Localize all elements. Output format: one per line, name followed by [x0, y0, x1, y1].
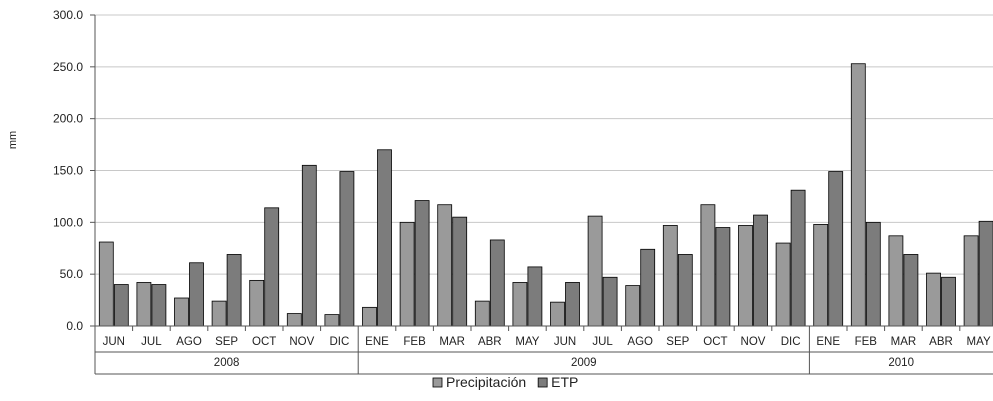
bar-precipitacion	[362, 306, 377, 327]
bar-etp	[941, 276, 956, 327]
bars	[98, 63, 993, 327]
bar-etp	[640, 248, 656, 327]
bar-etp	[301, 164, 317, 327]
bar-precipitacion	[437, 204, 453, 327]
bar-precipitacion	[550, 301, 565, 327]
month-label: SEP	[666, 336, 689, 348]
y-tick-label: 100.0	[53, 215, 83, 229]
y-tick-label: 300.0	[53, 8, 83, 22]
bar-etp	[903, 254, 919, 327]
month-label: FEB	[403, 336, 426, 348]
bar-precipitacion	[174, 297, 189, 327]
gridlines	[95, 14, 993, 275]
month-label: ABR	[929, 336, 953, 348]
bar-precipitacion	[963, 235, 979, 327]
bar-etp	[264, 207, 280, 327]
month-label: ENE	[365, 336, 389, 348]
bar-precipitacion	[286, 313, 302, 327]
bar-precipitacion	[738, 225, 753, 327]
month-label: OCT	[703, 336, 727, 348]
month-label: DIC	[781, 336, 801, 348]
y-tick-label: 150.0	[53, 164, 83, 178]
y-tick-label: 250.0	[53, 60, 83, 74]
bar-etp	[715, 227, 731, 327]
month-label: NOV	[741, 336, 766, 348]
month-label: JUL	[141, 336, 162, 348]
month-label: AGO	[176, 336, 202, 348]
year-label: 2010	[888, 357, 914, 369]
bar-precipitacion	[888, 235, 904, 327]
bar-precipitacion	[98, 241, 114, 327]
bar-etp	[489, 239, 505, 327]
bar-precipitacion	[136, 282, 152, 327]
y-tick-label: 0.0	[66, 319, 83, 333]
year-label: 2008	[214, 357, 240, 369]
bar-etp	[189, 262, 204, 327]
bar-etp	[565, 282, 580, 327]
bar-etp	[527, 266, 543, 327]
legend-label: Precipitación	[446, 374, 526, 390]
bar-precipitacion	[813, 224, 829, 327]
bar-precipitacion	[474, 300, 490, 327]
bar-precipitacion	[700, 204, 716, 327]
bar-etp	[151, 284, 167, 327]
category-axis: 2008 2009 2010 JUN JUL AGO SEP OCT NOV DIC ENE FEB M…	[94, 326, 993, 375]
bar-precipitacion	[399, 221, 415, 327]
month-label: SEP	[215, 336, 238, 348]
month-label: DIC	[329, 336, 349, 348]
bar-etp	[113, 284, 129, 327]
bar-precipitacion	[587, 215, 603, 327]
legend: Precipitación ETP	[432, 374, 578, 390]
legend-swatch	[432, 377, 443, 388]
month-label: JUN	[554, 336, 576, 348]
bar-etp	[790, 189, 806, 327]
bar-precipitacion	[211, 300, 227, 327]
bar-precipitacion	[249, 279, 265, 327]
bar-etp	[865, 221, 881, 327]
bar-etp	[753, 214, 768, 327]
bar-etp	[677, 254, 693, 327]
y-axis-label: mm	[7, 131, 19, 149]
bar-precipitacion	[926, 272, 941, 327]
month-label: MAR	[439, 336, 465, 348]
bar-etp	[828, 171, 844, 327]
y-tick-label: 50.0	[60, 267, 84, 281]
month-label: FEB	[855, 336, 878, 348]
year-label: 2009	[571, 357, 597, 369]
bar-etp	[339, 171, 355, 327]
bar-precipitacion	[850, 63, 866, 327]
month-label: JUL	[592, 336, 613, 348]
month-label: MAR	[891, 336, 917, 348]
bar-precipitacion	[662, 225, 678, 327]
bar-etp	[602, 276, 618, 327]
bar-etp	[226, 254, 242, 327]
month-label: MAY	[515, 336, 539, 348]
month-label: ABR	[478, 336, 502, 348]
month-label: ENE	[816, 336, 840, 348]
bar-precipitacion	[625, 285, 641, 327]
month-label: MAY	[967, 336, 991, 348]
y-tick-label: 200.0	[53, 112, 83, 126]
axes	[90, 14, 993, 327]
y-tick-labels: 0.0 50.0 100.0 150.0 200.0 250.0 300.0	[53, 8, 83, 333]
legend-label: ETP	[551, 374, 578, 390]
month-label: AGO	[627, 336, 653, 348]
bar-etp	[452, 216, 468, 327]
bar-etp	[414, 200, 430, 327]
month-label: OCT	[252, 336, 276, 348]
bar-etp	[377, 149, 392, 327]
month-label: JUN	[103, 336, 125, 348]
bar-precipitacion	[324, 314, 340, 327]
month-label: NOV	[289, 336, 314, 348]
legend-swatch	[537, 377, 548, 388]
bar-precipitacion	[512, 282, 528, 327]
bar-etp	[978, 220, 993, 327]
bar-precipitacion	[775, 242, 791, 327]
